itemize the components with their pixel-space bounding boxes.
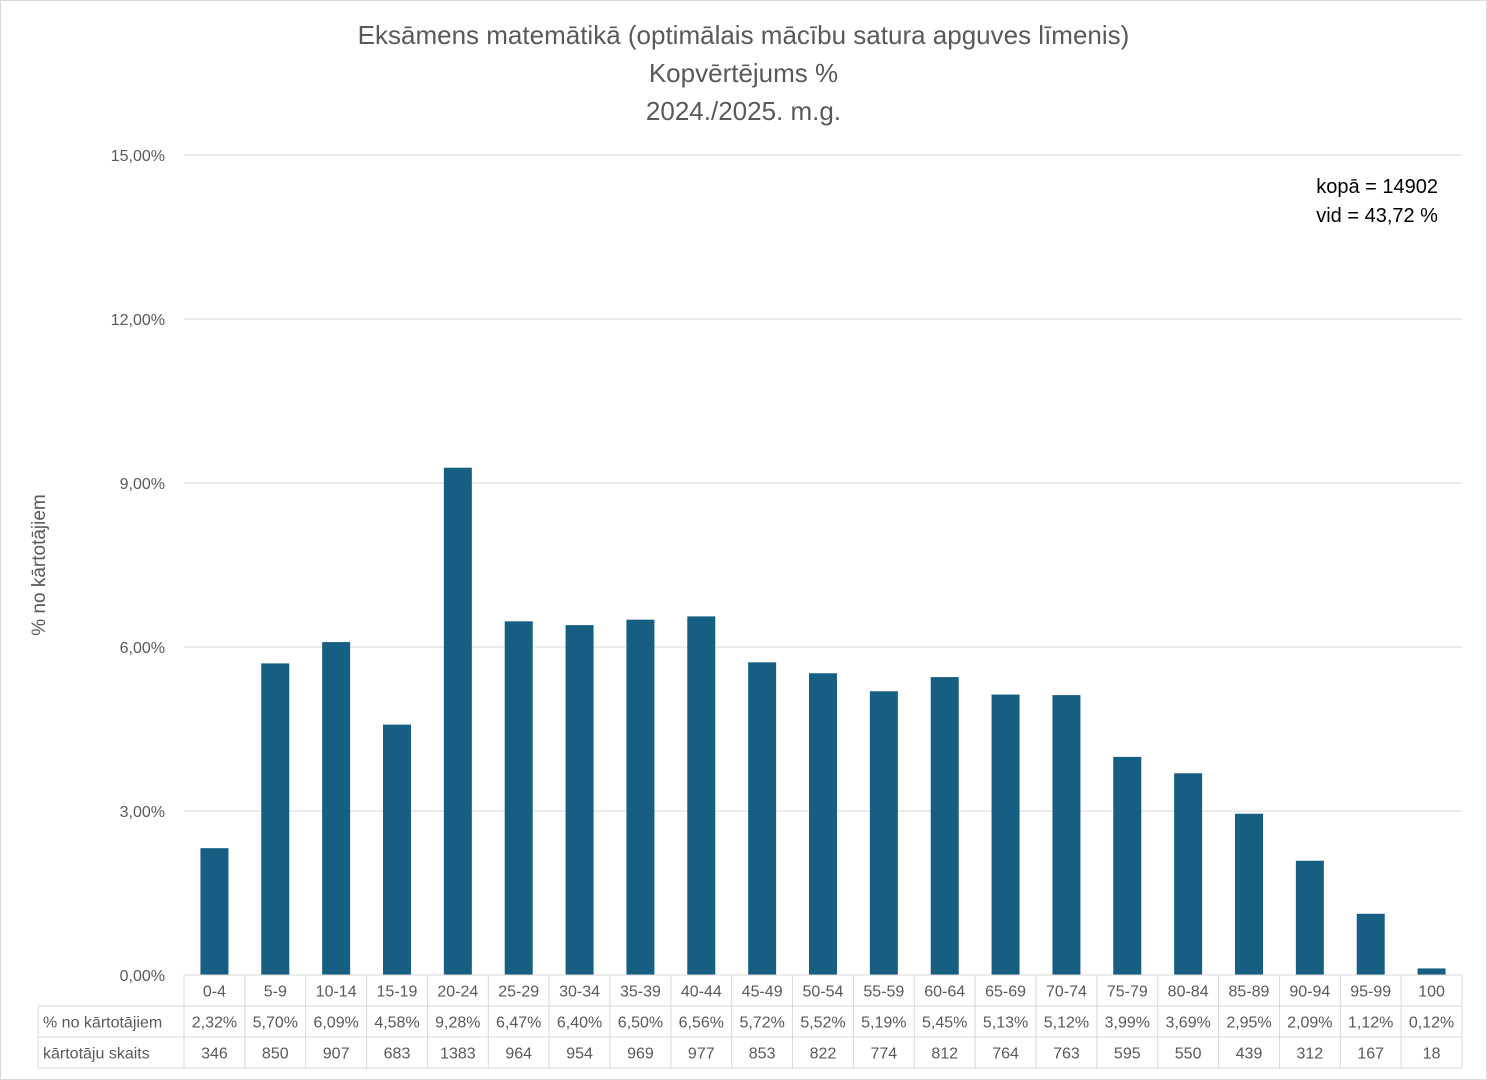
x-tick-label: 15-19	[377, 984, 418, 1001]
x-tick-label: 0-4	[203, 984, 226, 1001]
average-annotation: vid = 43,72 %	[1316, 205, 1438, 227]
y-tick-label: 9,00%	[120, 476, 165, 493]
x-tick-label: 20-24	[437, 984, 478, 1001]
table-count-cell: 763	[1053, 1046, 1080, 1063]
table-count-cell: 954	[566, 1046, 593, 1063]
table-percent-cell: 6,56%	[679, 1015, 724, 1032]
x-tick-label: 95-99	[1350, 984, 1391, 1001]
bar	[991, 694, 1020, 975]
table-percent-cell: 6,09%	[313, 1015, 358, 1032]
table-percent-cell: 2,95%	[1226, 1015, 1271, 1032]
bar	[809, 673, 837, 975]
table-percent-cell: 2,09%	[1287, 1015, 1332, 1032]
table-percent-cell: 5,13%	[983, 1015, 1028, 1032]
table-percent-cell: 3,99%	[1105, 1015, 1150, 1032]
table-count-cell: 550	[1175, 1046, 1202, 1063]
table-percent-cell: 6,40%	[557, 1015, 602, 1032]
table-count-cell: 907	[323, 1046, 350, 1063]
table-count-cell: 346	[201, 1046, 228, 1063]
y-tick-label: 3,00%	[120, 804, 165, 821]
table-count-cell: 167	[1357, 1046, 1384, 1063]
bar	[748, 662, 777, 975]
x-tick-label: 35-39	[620, 984, 661, 1001]
table-count-cell: 853	[749, 1046, 776, 1063]
x-tick-label: 30-34	[559, 984, 600, 1001]
bar	[200, 848, 229, 975]
y-tick-label: 12,00%	[111, 312, 165, 329]
x-tick-label: 75-79	[1107, 984, 1148, 1001]
table-percent-cell: 4,58%	[374, 1015, 419, 1032]
bar	[383, 724, 411, 975]
x-tick-label: 100	[1418, 984, 1445, 1001]
bar	[322, 642, 351, 975]
x-tick-label: 90-94	[1289, 984, 1330, 1001]
bar	[1235, 813, 1263, 975]
table-count-cell: 964	[505, 1046, 532, 1063]
x-tick-label: 10-14	[316, 984, 357, 1001]
bar	[1052, 695, 1081, 975]
x-tick-label: 85-89	[1229, 984, 1270, 1001]
chart-subtitle-year: 2024./2025. m.g.	[645, 96, 842, 126]
table-percent-cell: 1,12%	[1348, 1015, 1393, 1032]
y-tick-label: 15,00%	[111, 148, 165, 165]
table-percent-cell: 6,47%	[496, 1015, 541, 1032]
bar	[1356, 913, 1385, 975]
table-count-cell: 977	[688, 1046, 715, 1063]
table-count-cell: 969	[627, 1046, 654, 1063]
x-tick-label: 40-44	[681, 984, 722, 1001]
y-tick-label: 6,00%	[120, 640, 165, 657]
table-count-cell: 18	[1423, 1046, 1441, 1063]
bar	[869, 691, 898, 975]
table-percent-cell: 0,12%	[1409, 1015, 1454, 1032]
bar	[1417, 968, 1446, 975]
table-count-cell: 683	[384, 1046, 411, 1063]
bar	[1113, 756, 1142, 975]
x-tick-label: 55-59	[863, 984, 904, 1001]
table-percent-cell: 5,19%	[861, 1015, 906, 1032]
table-percent-cell: 2,32%	[192, 1015, 237, 1032]
bar	[626, 619, 655, 975]
table-count-cell: 850	[262, 1046, 289, 1063]
bar	[504, 621, 533, 975]
table-percent-cell: 5,52%	[800, 1015, 845, 1032]
x-tick-label: 45-49	[742, 984, 783, 1001]
bar	[687, 616, 716, 975]
table-count-cell: 1383	[440, 1046, 476, 1063]
total-annotation: kopā = 14902	[1316, 176, 1438, 198]
table-percent-cell: 5,45%	[922, 1015, 967, 1032]
chart-title: Eksāmens matemātikā (optimālais mācību s…	[357, 20, 1130, 50]
bar	[1174, 773, 1203, 975]
x-tick-label: 25-29	[498, 984, 539, 1001]
table-count-cell: 812	[931, 1046, 958, 1063]
table-row-label: % no kārtotājiem	[43, 1015, 162, 1032]
x-tick-label: 60-64	[924, 984, 965, 1001]
bar	[1295, 860, 1324, 975]
chart-subtitle: Kopvērtējums %	[648, 58, 839, 88]
table-row-label: kārtotāju skaits	[43, 1046, 150, 1063]
table-count-cell: 312	[1297, 1046, 1324, 1063]
table-percent-cell: 5,12%	[1044, 1015, 1089, 1032]
x-tick-label: 80-84	[1168, 984, 1209, 1001]
table-count-cell: 595	[1114, 1046, 1141, 1063]
bar	[261, 663, 290, 975]
table-count-cell: 774	[871, 1046, 898, 1063]
bar	[565, 625, 594, 975]
table-percent-cell: 6,50%	[618, 1015, 663, 1032]
x-tick-label: 70-74	[1046, 984, 1087, 1001]
y-tick-label: 0,00%	[120, 968, 165, 985]
table-percent-cell: 5,72%	[739, 1015, 784, 1032]
bar	[443, 467, 472, 975]
summary-annotation: kopā = 14902 vid = 43,72 %	[1316, 173, 1438, 231]
x-tick-label: 65-69	[985, 984, 1026, 1001]
table-percent-cell: 5,70%	[253, 1015, 298, 1032]
table-count-cell: 822	[810, 1046, 837, 1063]
table-count-cell: 764	[992, 1046, 1019, 1063]
table-percent-cell: 3,69%	[1165, 1015, 1210, 1032]
table-percent-cell: 9,28%	[435, 1015, 480, 1032]
x-tick-label: 50-54	[803, 984, 844, 1001]
x-tick-label: 5-9	[264, 984, 287, 1001]
bar	[930, 677, 959, 975]
table-count-cell: 439	[1236, 1046, 1263, 1063]
